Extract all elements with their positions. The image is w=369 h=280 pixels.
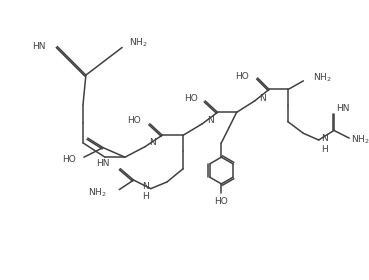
Text: HO: HO bbox=[235, 72, 249, 81]
Text: N
H: N H bbox=[142, 182, 149, 201]
Text: NH$_2$: NH$_2$ bbox=[88, 186, 107, 199]
Text: HO: HO bbox=[214, 197, 228, 206]
Text: N: N bbox=[149, 138, 156, 147]
Text: NH$_2$: NH$_2$ bbox=[129, 36, 148, 49]
Text: HN: HN bbox=[96, 159, 110, 168]
Text: HN: HN bbox=[336, 104, 349, 113]
Text: HN: HN bbox=[32, 42, 46, 51]
Text: N: N bbox=[259, 94, 266, 102]
Text: HO: HO bbox=[184, 94, 197, 104]
Text: N
H: N H bbox=[321, 134, 328, 153]
Text: HO: HO bbox=[63, 155, 76, 164]
Text: N: N bbox=[207, 116, 214, 125]
Text: HO: HO bbox=[127, 116, 141, 125]
Text: NH$_2$: NH$_2$ bbox=[351, 134, 369, 146]
Text: NH$_2$: NH$_2$ bbox=[313, 72, 332, 84]
